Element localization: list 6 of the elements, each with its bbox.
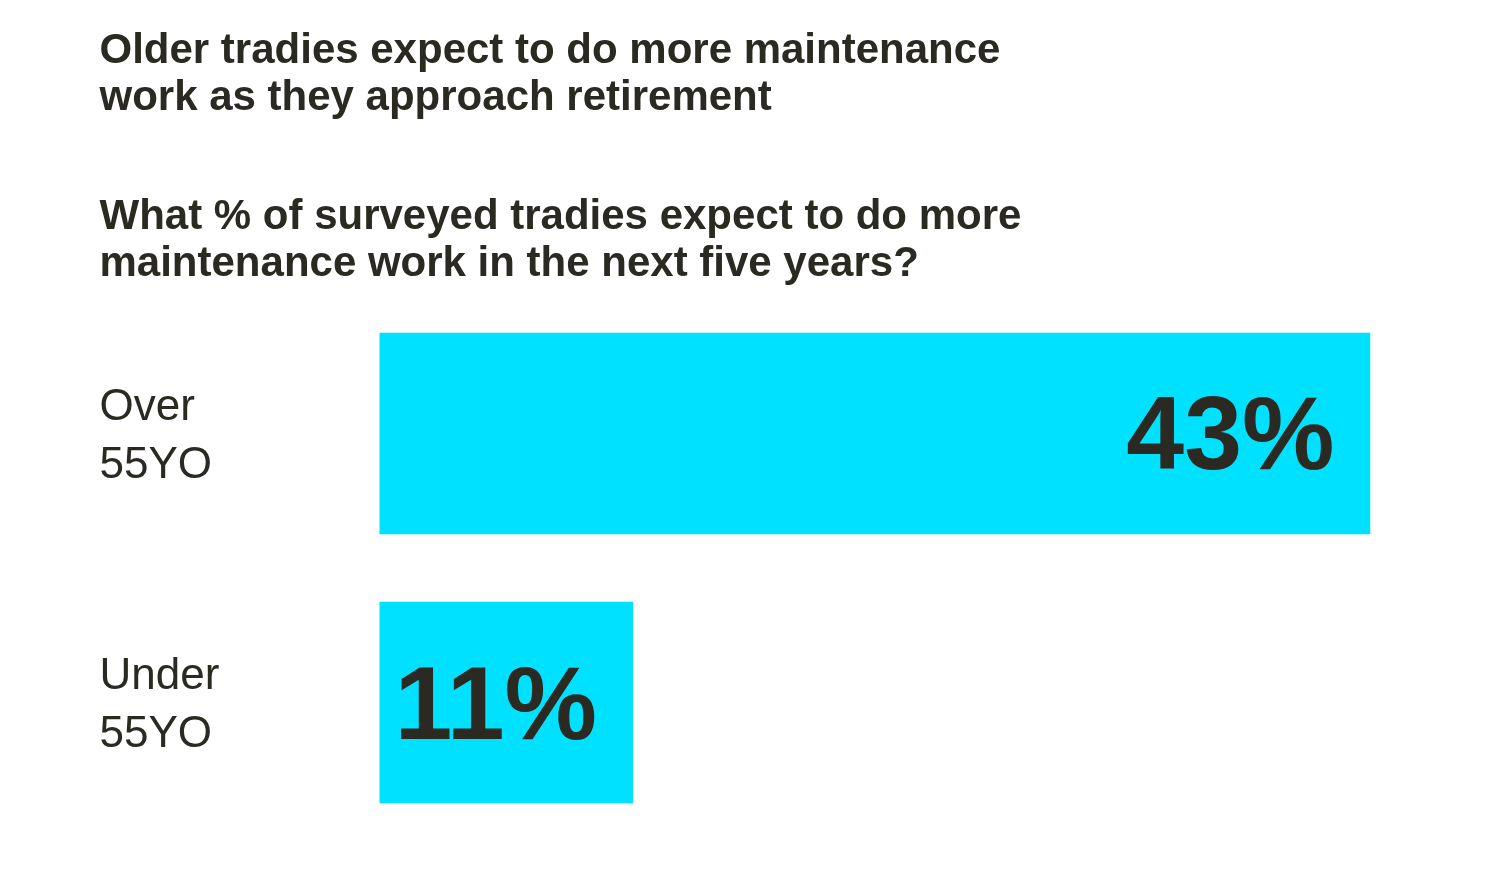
y-tick-label: Under 55YO	[99, 648, 220, 757]
chart-subtitle: What % of surveyed tradies expect to do more maintenance work in the next five years?	[99, 191, 1022, 285]
chart-title: Older tradies expect to do more maintenance work as they approach retirement	[98, 25, 1001, 119]
data-label: 11%	[394, 644, 598, 761]
data-label: 43%	[1126, 375, 1335, 492]
y-tick-label: Over 55YO	[99, 379, 213, 488]
